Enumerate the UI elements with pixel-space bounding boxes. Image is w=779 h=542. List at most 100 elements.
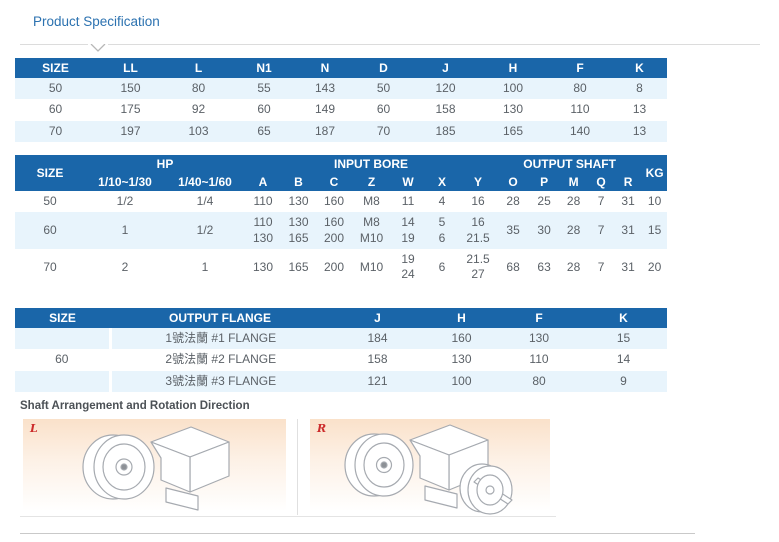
cell: 110 xyxy=(253,194,273,208)
col-header-b: B xyxy=(281,173,317,191)
col-header-x: X xyxy=(425,173,460,191)
cell: 197 xyxy=(96,120,165,143)
cell: 4 xyxy=(438,194,446,208)
col-header-ratio-1: 1/10~1/30 xyxy=(85,173,165,191)
cell: 70 xyxy=(354,120,413,143)
cell: 31 xyxy=(621,259,635,274)
cell: 120 xyxy=(413,78,478,100)
table-row: 70 197 103 65 187 70 185 165 140 13 xyxy=(15,120,667,143)
cell: 160 xyxy=(324,194,345,208)
col-header-c: C xyxy=(316,173,353,191)
cell: 80 xyxy=(165,78,232,100)
left-direction-label: L xyxy=(30,422,38,435)
cell: 15 xyxy=(642,212,668,250)
col-header-a: A xyxy=(245,173,282,191)
col-header-size: SIZE xyxy=(15,58,96,78)
table-header-row: SIZE OUTPUT FLANGE J H F K xyxy=(15,308,667,328)
cell: 60 xyxy=(48,102,63,117)
cell: 80 xyxy=(548,78,612,100)
cell: 92 xyxy=(191,102,206,117)
cell: 14 xyxy=(616,352,631,367)
cell: 110 xyxy=(529,352,549,367)
cell: 11 xyxy=(401,194,415,208)
col-header-q: Q xyxy=(588,173,615,191)
col-header-f: F xyxy=(548,58,612,78)
cell: 187 xyxy=(296,120,354,143)
table-row: 60 175 92 60 149 60 158 130 110 13 xyxy=(15,99,667,120)
panel-left: L xyxy=(20,419,298,515)
col-header-h: H xyxy=(478,58,548,78)
cell: 158 xyxy=(435,102,456,117)
cell: M10 xyxy=(359,259,384,274)
cell: 15 xyxy=(580,328,667,350)
col-header-ratio-2: 1/40~1/60 xyxy=(165,173,246,191)
cell: 160 xyxy=(425,328,498,350)
cell: 28 xyxy=(566,194,581,208)
cell: 50 xyxy=(354,78,413,100)
cell: 1 xyxy=(201,259,209,274)
cell: 1 xyxy=(85,212,165,250)
group-header-output-shaft: OUTPUT SHAFT xyxy=(497,155,643,173)
cell: 25 xyxy=(537,194,551,208)
gearbox-drawing-left xyxy=(82,426,230,511)
cell: 160 200 xyxy=(316,212,353,250)
cell: 28 xyxy=(506,194,520,208)
group-header-input-bore: INPUT BORE xyxy=(245,155,498,173)
panel-left-background: L xyxy=(23,419,286,511)
col-header-y: Y xyxy=(459,173,498,191)
cell: 35 xyxy=(497,212,530,250)
cell: 110 130 xyxy=(245,212,282,250)
cell: 6 xyxy=(438,259,446,274)
col-header-z: Z xyxy=(352,173,392,191)
cell: 130 xyxy=(498,328,580,350)
cell: 8 xyxy=(612,78,667,100)
cell: 68 xyxy=(506,259,520,274)
col-header-k: K xyxy=(612,58,667,78)
col-header-j: J xyxy=(413,58,478,78)
cell: 100 xyxy=(425,370,498,393)
hp-input-output-table: SIZE HP INPUT BORE OUTPUT SHAFT KG 1/10~… xyxy=(15,155,668,286)
cell: 185 xyxy=(413,120,478,143)
shaft-section-heading: Shaft Arrangement and Rotation Direction xyxy=(20,400,250,412)
cell: 149 xyxy=(314,102,336,117)
col-header-l: L xyxy=(165,58,232,78)
col-header-w: W xyxy=(391,173,426,191)
cell: 63 xyxy=(537,259,551,274)
cell: 28 xyxy=(559,212,589,250)
cell: 7 xyxy=(588,212,615,250)
col-header-n: N xyxy=(296,58,354,78)
cell: 165 xyxy=(478,120,548,143)
cell: 20 xyxy=(647,259,662,274)
title-divider xyxy=(20,44,760,53)
cell-size: 60 xyxy=(15,212,85,250)
col-header-h: H xyxy=(425,308,498,328)
cell: 7 xyxy=(597,259,605,274)
cell: 130 xyxy=(253,259,274,274)
panel-right-background: R xyxy=(310,419,550,515)
cell: M8 xyxy=(363,194,380,208)
cell: 5 6 xyxy=(425,212,460,250)
chevron-down-icon[interactable] xyxy=(88,44,108,53)
table-row: 70 2 1 130 165 200 M10 19 24 6 21.5 27 68 63 28 7 31 2… xyxy=(15,249,667,286)
cell: 80 xyxy=(498,370,580,393)
cell: 110 xyxy=(570,102,590,117)
cell: 13 xyxy=(632,102,647,117)
cell: 200 xyxy=(324,259,345,274)
cell: 103 xyxy=(165,120,232,143)
cell: 130 xyxy=(451,352,472,367)
cell-flange: 2號法蘭 #2 FLANGE xyxy=(165,352,277,367)
cell: 184 xyxy=(330,328,425,350)
cell-size-empty xyxy=(15,370,112,393)
cell: 121 xyxy=(330,370,425,393)
dimensions-table: SIZE LL L N1 N D J H F K 50 150 80 55 143 50 1… xyxy=(15,58,667,143)
cell-size: 50 xyxy=(43,194,57,208)
cell: 50 xyxy=(15,78,96,100)
cell: 16 21.5 xyxy=(459,212,498,250)
page-title: Product Specification xyxy=(33,14,160,29)
cell: 1/2 xyxy=(165,212,246,250)
gearbox-drawing-right xyxy=(344,424,513,515)
cell: 31 xyxy=(621,194,635,208)
col-header-r: R xyxy=(614,173,643,191)
col-header-ll: LL xyxy=(96,58,165,78)
